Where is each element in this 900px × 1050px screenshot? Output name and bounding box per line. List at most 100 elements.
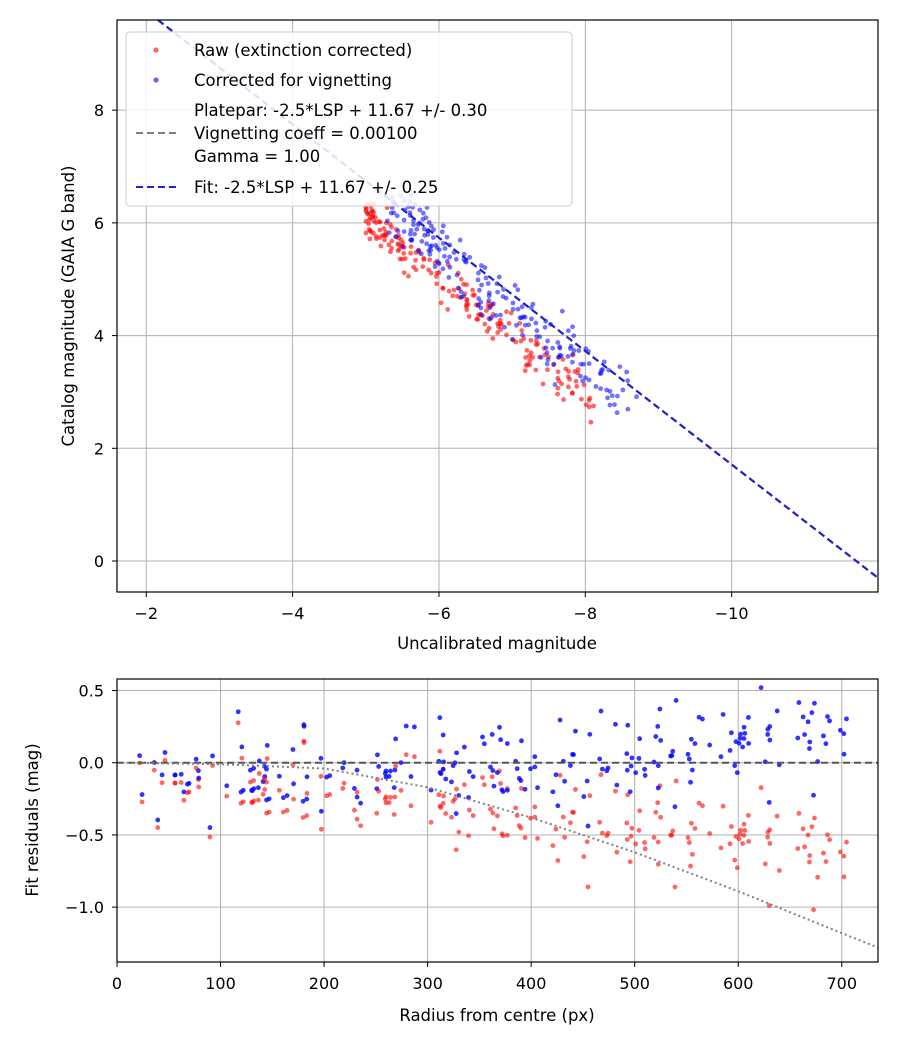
corrected-point xyxy=(545,357,551,362)
raw-residual-point xyxy=(802,844,807,850)
corrected-point xyxy=(607,402,613,408)
raw-point xyxy=(381,226,387,231)
raw-residual-point xyxy=(728,824,734,829)
corrected-residual-point xyxy=(844,716,849,722)
raw-point xyxy=(434,281,440,287)
corrected-residual-point xyxy=(767,724,773,729)
raw-point xyxy=(426,267,431,273)
raw-residual-point xyxy=(655,861,661,867)
corrected-residual-point xyxy=(821,733,826,739)
corrected-residual-point xyxy=(491,783,497,789)
raw-point xyxy=(523,363,529,368)
corrected-residual-point xyxy=(700,716,705,722)
raw-residual-point xyxy=(178,780,184,785)
corrected-residual-point xyxy=(240,787,246,793)
corrected-point xyxy=(513,322,519,328)
raw-point xyxy=(555,385,561,391)
corrected-residual-point xyxy=(251,765,257,771)
raw-residual-point xyxy=(488,806,493,812)
raw-residual-point xyxy=(392,794,398,800)
raw-residual-point xyxy=(398,788,404,793)
corrected-point xyxy=(552,382,558,387)
corrected-point xyxy=(476,270,481,276)
corrected-residual-point xyxy=(518,778,524,783)
corrected-point xyxy=(593,384,599,389)
top-y-tick-label: 8 xyxy=(94,101,104,120)
corrected-point xyxy=(478,299,484,305)
corrected-point xyxy=(440,223,446,229)
corrected-residual-point xyxy=(354,794,360,800)
raw-residual-point xyxy=(354,816,360,822)
corrected-point xyxy=(485,281,491,286)
raw-residual-point xyxy=(532,804,538,810)
raw-point xyxy=(506,320,512,326)
raw-residual-point xyxy=(522,835,528,840)
corrected-point xyxy=(487,305,493,311)
corrected-residual-point xyxy=(276,773,282,779)
raw-residual-point xyxy=(440,801,446,806)
raw-residual-point xyxy=(795,846,801,851)
corrected-residual-point xyxy=(689,767,695,773)
corrected-point xyxy=(457,237,463,243)
raw-point xyxy=(446,288,452,294)
corrected-residual-point xyxy=(137,753,143,759)
raw-point xyxy=(561,397,566,403)
corrected-point xyxy=(533,320,539,326)
raw-point xyxy=(486,325,492,331)
corrected-residual-point xyxy=(392,767,398,773)
raw-residual-point xyxy=(494,813,500,819)
corrected-residual-point xyxy=(655,785,661,791)
raw-residual-point xyxy=(449,814,454,820)
raw-residual-point xyxy=(651,835,657,840)
bottom-x-tick-label: 200 xyxy=(309,974,340,993)
corrected-residual-point xyxy=(767,737,773,743)
corrected-residual-point xyxy=(555,803,561,809)
corrected-point xyxy=(604,387,609,393)
corrected-point xyxy=(568,343,574,349)
corrected-residual-point xyxy=(741,724,747,730)
corrected-point xyxy=(501,287,506,292)
corrected-residual-point xyxy=(261,763,267,769)
raw-residual-point xyxy=(261,776,267,782)
raw-residual-point xyxy=(720,803,726,809)
corrected-point xyxy=(482,265,488,271)
raw-point xyxy=(559,381,564,387)
raw-point xyxy=(497,317,503,323)
raw-residual-point xyxy=(587,793,593,799)
raw-residual-point xyxy=(443,811,449,816)
corrected-point xyxy=(414,226,420,232)
corrected-residual-point xyxy=(557,717,563,723)
corrected-residual-point xyxy=(528,766,533,772)
corrected-point xyxy=(436,247,442,253)
raw-residual-point xyxy=(642,840,647,845)
corrected-residual-point xyxy=(841,751,847,757)
raw-residual-point xyxy=(653,809,659,815)
corrected-residual-point xyxy=(383,768,389,774)
corrected-residual-point xyxy=(172,772,178,778)
raw-residual-point xyxy=(765,834,771,840)
raw-point xyxy=(482,321,488,327)
raw-point xyxy=(377,219,383,225)
legend-fit-label: Fit: -2.5*LSP + 11.67 +/- 0.25 xyxy=(194,178,438,197)
raw-residual-point xyxy=(571,810,576,815)
corrected-point xyxy=(615,393,620,399)
corrected-point xyxy=(495,289,501,295)
corrected-point xyxy=(386,230,392,236)
corrected-point xyxy=(421,226,427,232)
corrected-point xyxy=(467,254,473,260)
raw-residual-point xyxy=(614,849,620,855)
corrected-point xyxy=(479,282,484,288)
raw-point xyxy=(472,292,477,298)
raw-residual-point xyxy=(256,771,262,776)
vignetting-curve xyxy=(116,761,879,949)
corrected-residual-point xyxy=(159,772,165,778)
top-y-tick-label: 4 xyxy=(94,327,104,346)
corrected-point xyxy=(489,315,494,320)
raw-point xyxy=(387,221,393,227)
raw-residual-point xyxy=(466,807,472,813)
corrected-point xyxy=(605,395,610,401)
corrected-point xyxy=(571,347,577,353)
corrected-residual-point xyxy=(598,708,604,714)
corrected-point xyxy=(522,322,528,328)
